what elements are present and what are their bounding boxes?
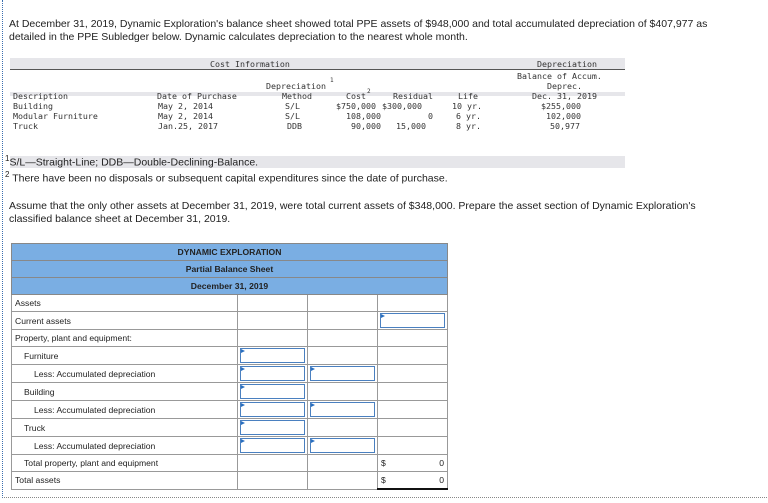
sheet-subtitle: Partial Balance Sheet [11, 260, 448, 278]
total-assets: $0 [381, 475, 444, 485]
footnote-2: 2 There have been no disposals or subseq… [5, 170, 448, 185]
building-cost-input[interactable] [240, 384, 305, 399]
balance-sheet-table: DYNAMIC EXPLORATION Partial Balance Shee… [11, 243, 448, 490]
group-cost: Cost Information [210, 59, 290, 69]
furniture-net-input[interactable] [310, 366, 375, 381]
sheet-date: December 31, 2019 [11, 277, 448, 295]
group-dep: Depreciation [537, 59, 597, 69]
furniture-cost-input[interactable] [240, 348, 305, 363]
truck-net-input[interactable] [310, 438, 375, 453]
footnote-1: 1S/L—Straight-Line; DDB—Double-Declining… [5, 154, 259, 169]
intro-text: At December 31, 2019, Dynamic Exploratio… [9, 18, 708, 43]
building-net-input[interactable] [310, 402, 375, 417]
current-assets-input[interactable] [380, 313, 445, 328]
building-accum-dep-input[interactable] [240, 402, 305, 417]
truck-cost-input[interactable] [240, 420, 305, 435]
sheet-title: DYNAMIC EXPLORATION [11, 243, 448, 261]
total-ppe: $0 [381, 458, 444, 468]
truck-accum-dep-input[interactable] [240, 438, 305, 453]
instruction-text: Assume that the only other assets at Dec… [9, 200, 696, 225]
ppe-subledger: Cost Information Depreciation Balance of… [10, 58, 625, 168]
furniture-accum-dep-input[interactable] [240, 366, 305, 381]
